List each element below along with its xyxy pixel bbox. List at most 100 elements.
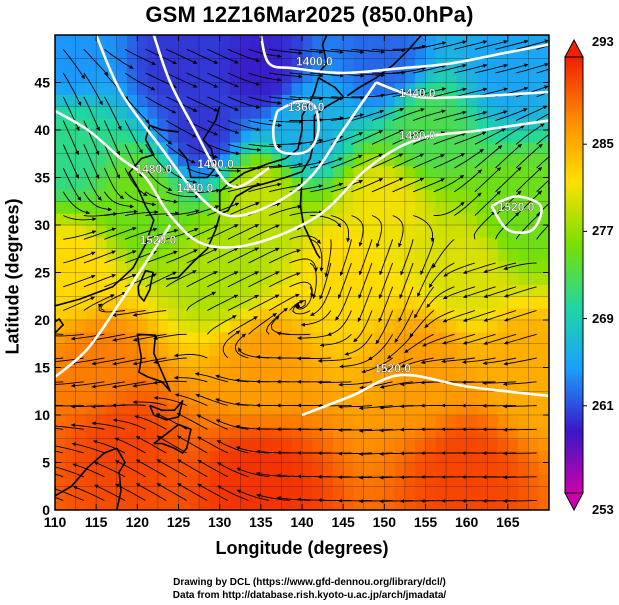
heat-cell: [394, 343, 406, 357]
heat-cell: [528, 82, 540, 95]
heat-cell: [332, 248, 344, 262]
heat-cell: [219, 189, 231, 202]
heat-cell: [538, 450, 549, 464]
heat-cell: [291, 153, 303, 167]
heat-cell: [497, 225, 509, 238]
streamline-arrow: [483, 333, 517, 345]
heat-cell: [384, 248, 396, 262]
heat-cell: [374, 236, 385, 250]
heat-cell: [209, 189, 221, 202]
heat-cell: [157, 260, 169, 274]
heat-cell: [404, 331, 416, 345]
heat-cell: [188, 165, 200, 179]
streamline-arrow: [197, 483, 229, 501]
heat-cell: [394, 320, 406, 333]
heat-cell: [538, 320, 549, 333]
credit-data: Data from http://database.rish.kyoto-u.a…: [172, 590, 447, 601]
heat-cell: [507, 46, 519, 60]
heat-cell: [487, 130, 499, 143]
streamline-arrow: [454, 110, 488, 121]
streamline-arrow: [166, 191, 200, 199]
heat-cell: [96, 343, 108, 357]
heat-cell: [435, 260, 447, 274]
heat-cell: [127, 486, 138, 499]
heat-cell: [435, 130, 447, 143]
heat-cell: [332, 403, 344, 416]
heat-cell: [302, 308, 313, 321]
heat-cell: [291, 213, 303, 226]
streamline-arrow: [289, 48, 324, 55]
heat-cell: [178, 367, 190, 380]
heat-cell: [528, 320, 540, 333]
heat-cell: [374, 308, 385, 321]
heat-cell: [116, 177, 128, 190]
coastline-visayas: [148, 400, 184, 421]
streamline-arrow: [63, 215, 97, 222]
heat-cell: [363, 367, 375, 380]
streamline-arrow: [186, 270, 218, 288]
streamline-arrow: [289, 235, 321, 245]
heat-cell: [322, 426, 334, 440]
heat-cell: [322, 118, 334, 131]
streamline-arrow: [83, 227, 117, 240]
heat-cell: [353, 415, 365, 428]
heat-cell: [446, 308, 457, 321]
heat-cell: [353, 118, 365, 131]
heat-cell: [291, 367, 303, 380]
heat-cell: [394, 498, 406, 510]
streamline-arrow: [495, 124, 525, 145]
heat-cell: [188, 82, 200, 95]
heat-cell: [538, 70, 549, 84]
heat-cell: [538, 426, 549, 440]
heat-cell: [229, 284, 241, 297]
streamline-arrow: [124, 210, 159, 216]
streamline-arrow: [412, 215, 435, 243]
heat-cell: [374, 498, 385, 510]
streamline-arrow: [63, 251, 96, 264]
heat-cell: [312, 486, 324, 499]
heat-cell: [528, 486, 540, 499]
streamline-arrow: [289, 138, 324, 145]
heat-cell: [487, 474, 499, 487]
heat-cell: [271, 296, 283, 309]
heat-cell: [425, 46, 437, 60]
streamline-arrow: [112, 310, 146, 318]
heat-cell: [85, 320, 97, 333]
heat-cell: [384, 189, 396, 202]
heat-cell: [497, 94, 509, 107]
heat-cell: [528, 58, 540, 72]
heat-cell: [240, 379, 252, 392]
heat-cell: [518, 426, 530, 440]
heat-cell: [116, 391, 128, 404]
streamline-arrow: [55, 450, 64, 454]
heat-cell: [65, 308, 77, 321]
heat-cell: [363, 391, 375, 404]
heat-cell: [271, 82, 283, 95]
heat-cell: [250, 248, 262, 262]
heat-cell: [96, 426, 108, 440]
heat-cell: [497, 130, 509, 143]
streamline-arrow: [124, 191, 157, 207]
heat-cell: [446, 343, 457, 357]
heat-cell: [353, 189, 365, 202]
streamline-arrow: [433, 132, 467, 145]
heat-cell: [518, 248, 530, 262]
heat-cell: [157, 213, 169, 226]
heat-cell: [322, 284, 334, 297]
heat-cell: [85, 284, 97, 297]
heat-cell: [415, 438, 427, 452]
streamline-arrow: [135, 459, 167, 478]
heat-cell: [456, 82, 468, 95]
heat-cell: [497, 462, 509, 475]
streamline-arrow: [248, 312, 277, 335]
heat-cell: [96, 35, 108, 48]
heat-cell: [353, 391, 365, 404]
streamline-arrow: [248, 247, 280, 264]
heat-cell: [188, 486, 200, 499]
heat-cell: [435, 462, 447, 475]
heat-cell: [271, 462, 283, 475]
heat-cell: [127, 308, 138, 321]
heat-cell: [178, 438, 190, 452]
heat-cell: [199, 46, 210, 60]
heat-cell: [456, 320, 468, 333]
